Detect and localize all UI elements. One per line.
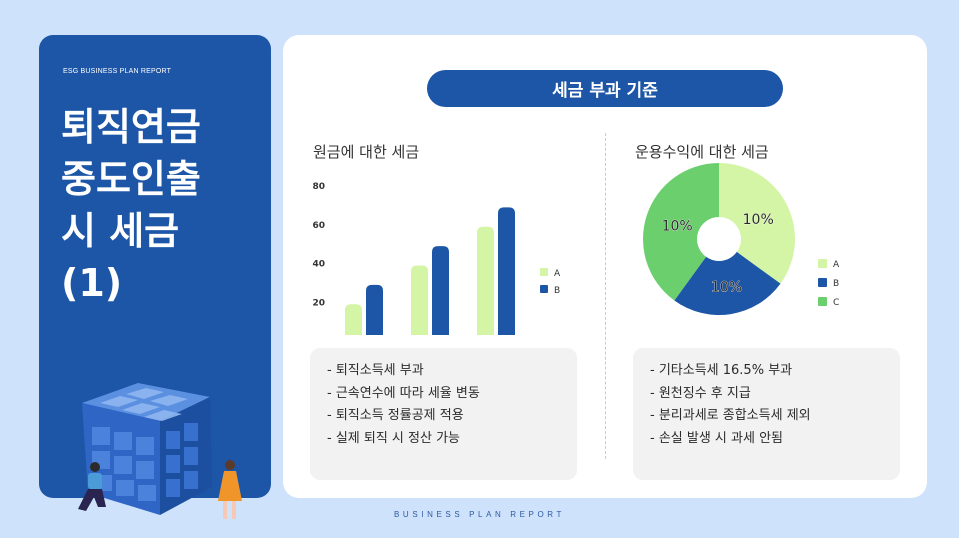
earnings-notes-box: 기타소득세 16.5% 부과 원천징수 후 지급 분리과세로 종합소득세 제외 …	[633, 348, 900, 480]
bar	[345, 304, 362, 335]
bar	[477, 226, 494, 335]
y-tick-label: 40	[312, 260, 325, 270]
footer-text: BUSINESS PLAN REPORT	[394, 510, 565, 519]
note-item: 퇴직소득세 부과	[327, 360, 577, 383]
section-divider	[605, 133, 606, 459]
pie-data-label: 10%	[743, 212, 774, 228]
legend-label: B	[833, 279, 839, 289]
legend-label: A	[554, 269, 561, 279]
note-item: 손실 발생 시 과세 안됨	[650, 428, 900, 451]
title-line: 중도인출	[61, 157, 201, 201]
note-item: 기타소득세 16.5% 부과	[650, 360, 900, 383]
note-item: 근속연수에 따라 세율 변동	[327, 383, 577, 406]
pie-data-label: 10%	[662, 218, 693, 234]
y-tick-label: 20	[312, 298, 325, 308]
y-tick-label: 60	[312, 221, 325, 231]
bar	[411, 265, 428, 335]
section-header-pill: 세금 부과 기준	[427, 70, 783, 107]
pie-slice	[719, 163, 795, 284]
legend-swatch	[818, 259, 827, 268]
bar-chart: 020406080항목 01항목 02항목 03AB	[312, 182, 561, 335]
legend-swatch	[818, 297, 827, 306]
principal-tax-title: 원금에 대한 세금	[313, 143, 420, 161]
legend-swatch	[818, 278, 827, 287]
report-kicker: ESG BUSINESS PLAN REPORT	[63, 68, 172, 75]
title-line: (1)	[61, 261, 123, 305]
content-card: 세금 부과 기준 원금에 대한 세금 운용수익에 대한 세금 020406080…	[283, 35, 927, 498]
legend-label: A	[833, 260, 840, 270]
note-item: 퇴직소득 정률공제 적용	[327, 405, 577, 428]
bar	[498, 207, 515, 335]
bar	[366, 284, 383, 335]
note-item: 실제 퇴직 시 정산 가능	[327, 428, 577, 451]
pie-slice	[674, 251, 781, 315]
title-line: 시 세금	[61, 209, 180, 253]
legend-label: B	[554, 286, 560, 296]
bar	[432, 246, 449, 335]
earnings-tax-title: 운용수익에 대한 세금	[635, 143, 769, 161]
legend-label: C	[833, 298, 839, 308]
legend-swatch	[540, 285, 548, 293]
slide-title: 퇴직연금 중도인출 시 세금 (1)	[61, 101, 261, 309]
cube-illustration	[78, 383, 242, 519]
y-tick-label: 80	[312, 182, 325, 192]
note-item: 분리과세로 종합소득세 제외	[650, 405, 900, 428]
note-item: 원천징수 후 지급	[650, 383, 900, 406]
legend-swatch	[540, 268, 548, 276]
title-line: 퇴직연금	[61, 105, 201, 149]
principal-notes-box: 퇴직소득세 부과 근속연수에 따라 세율 변동 퇴직소득 정률공제 적용 실제 …	[310, 348, 577, 480]
pie-data-label: 10%	[711, 279, 742, 295]
pie-slice	[643, 163, 719, 301]
donut-chart: 10% 10% 10% ABC	[643, 163, 840, 315]
